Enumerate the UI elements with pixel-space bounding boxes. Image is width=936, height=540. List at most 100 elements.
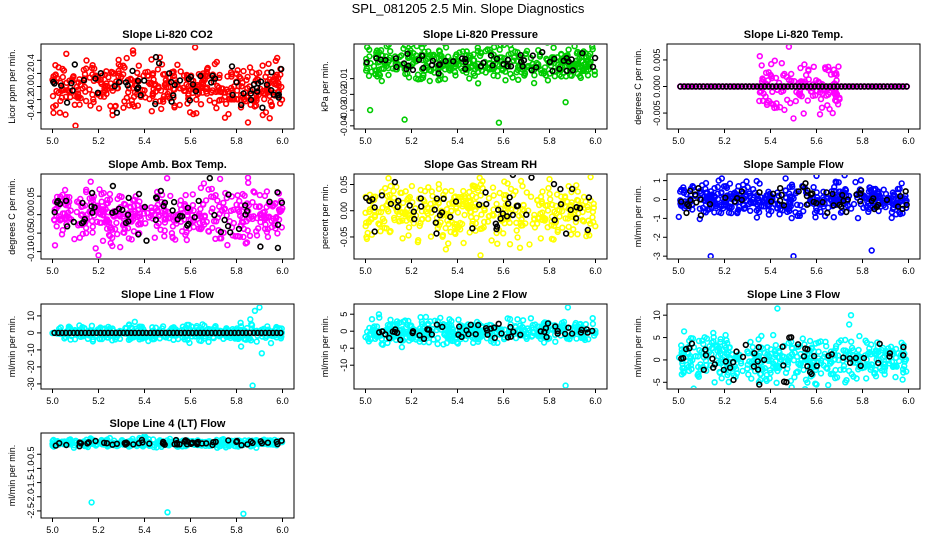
data-point	[364, 335, 371, 342]
data-point	[810, 63, 817, 71]
data-point	[213, 58, 221, 66]
data-point	[399, 217, 406, 224]
data-point	[899, 352, 907, 359]
data-point	[197, 100, 205, 108]
data-point	[272, 80, 279, 87]
data-point	[568, 330, 576, 337]
data-point	[99, 237, 107, 245]
data-point	[529, 52, 536, 59]
data-point	[772, 351, 779, 359]
data-point	[434, 334, 441, 342]
data-point	[150, 436, 157, 443]
data-point	[246, 64, 254, 71]
data-point	[784, 83, 791, 90]
data-point	[686, 345, 693, 352]
data-point	[561, 193, 569, 200]
data-point	[152, 324, 160, 331]
data-point	[57, 79, 64, 87]
data-point	[452, 72, 459, 79]
data-point	[149, 92, 156, 100]
data-point	[406, 202, 413, 209]
data-point	[715, 208, 723, 216]
data-point	[419, 74, 427, 82]
data-point	[253, 91, 260, 98]
data-point	[824, 365, 831, 372]
data-point	[63, 441, 70, 449]
data-point	[824, 102, 831, 109]
x-tick-label: 6.0	[589, 396, 602, 406]
data-point	[551, 72, 558, 80]
data-point	[831, 96, 839, 104]
data-point	[507, 323, 514, 331]
x-tick-label: 5.4	[138, 525, 151, 535]
data-point	[834, 101, 842, 108]
data-point	[857, 198, 864, 205]
data-point	[853, 83, 860, 90]
data-point	[74, 329, 81, 337]
data-point	[715, 83, 722, 90]
data-point	[414, 71, 422, 78]
data-point	[864, 361, 872, 368]
data-point	[771, 57, 778, 64]
data-point	[739, 181, 747, 188]
data-point	[104, 199, 112, 207]
data-point	[152, 80, 159, 88]
data-point	[71, 336, 79, 343]
data-point	[189, 329, 196, 337]
data-point	[494, 240, 501, 247]
data-point	[883, 196, 891, 204]
data-point	[537, 193, 545, 201]
data-point	[719, 83, 726, 90]
points-co2	[49, 45, 286, 128]
data-point	[161, 219, 169, 226]
data-point	[89, 209, 96, 216]
data-point	[107, 239, 114, 247]
data-point	[726, 180, 734, 187]
data-point	[500, 45, 508, 49]
data-point	[442, 45, 450, 51]
data-point	[362, 222, 369, 230]
data-point	[455, 316, 462, 323]
data-point	[731, 189, 738, 196]
data-point	[240, 510, 247, 517]
data-point	[461, 211, 468, 219]
data-point	[718, 175, 725, 182]
data-point	[827, 71, 835, 78]
data-point	[156, 54, 164, 61]
data-point	[235, 225, 243, 233]
x-tick-label: 5.8	[230, 266, 243, 276]
x-tick-label: 5.2	[718, 396, 731, 406]
data-point	[73, 83, 81, 91]
data-point	[546, 196, 554, 203]
data-point	[415, 56, 423, 64]
data-point	[273, 329, 280, 337]
data-point	[52, 61, 59, 69]
data-point	[554, 327, 561, 335]
data-point	[135, 62, 143, 69]
data-point	[521, 69, 528, 77]
data-point	[164, 509, 171, 516]
data-point	[253, 88, 261, 95]
data-point	[73, 208, 81, 216]
data-point	[456, 323, 463, 330]
y-tick-label: 0.05	[26, 187, 36, 205]
data-point	[817, 370, 825, 377]
x-tick-label: 6.0	[276, 525, 289, 535]
data-point	[98, 335, 106, 343]
data-point	[180, 72, 188, 79]
data-point	[120, 104, 127, 111]
data-point	[784, 358, 792, 365]
y-tick-label: -5	[652, 378, 662, 386]
data-point	[419, 52, 426, 59]
data-point	[857, 83, 864, 90]
data-point	[558, 319, 566, 327]
data-point	[761, 83, 768, 90]
data-point	[190, 110, 197, 118]
data-point	[742, 341, 749, 349]
data-point	[410, 208, 417, 215]
data-point	[853, 191, 860, 198]
data-point	[392, 55, 400, 62]
data-point	[538, 69, 545, 77]
data-point	[848, 370, 855, 378]
data-point	[371, 326, 378, 333]
